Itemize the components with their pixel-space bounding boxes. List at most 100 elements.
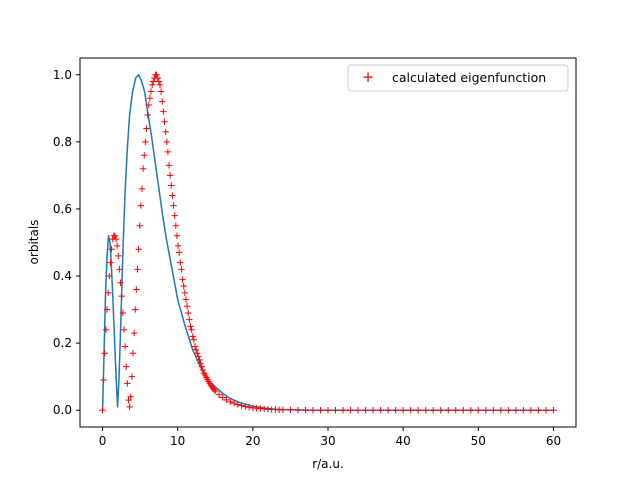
data-point-marker (107, 259, 114, 266)
data-point-marker (223, 396, 230, 404)
data-point-marker (497, 407, 505, 414)
y-tick-label: 0.6 (53, 202, 72, 216)
data-point-marker (197, 360, 204, 367)
data-point-marker (294, 407, 302, 414)
data-point-marker (164, 148, 172, 156)
axes: 0 10 20 30 40 50 60 0.0 0.2 0.4 0.6 0.8 1.0 (53, 57, 577, 448)
data-point-marker (490, 407, 497, 414)
data-point-marker (101, 350, 108, 357)
data-point-marker (148, 81, 156, 89)
data-point-marker (287, 406, 294, 414)
data-point-marker (215, 391, 223, 398)
data-point-marker (242, 403, 249, 410)
data-point-marker (227, 398, 234, 406)
data-point-marker (169, 192, 176, 199)
data-point-marker (187, 323, 194, 330)
data-point-marker (475, 407, 482, 414)
data-point-marker (153, 71, 160, 78)
data-point-marker (141, 152, 148, 159)
data-point-marker (134, 266, 141, 273)
legend-frame (347, 64, 569, 92)
data-point-marker (135, 246, 142, 253)
data-point-marker (452, 407, 459, 414)
data-point-marker (183, 303, 191, 310)
data-point-marker (99, 407, 106, 414)
data-point-marker (174, 242, 182, 250)
data-point-marker (505, 407, 512, 414)
data-point-marker (210, 386, 218, 393)
data-point-marker (104, 289, 112, 297)
data-point-marker (445, 407, 452, 414)
plot-area (99, 71, 557, 414)
data-point-marker (156, 81, 164, 89)
data-point-marker (422, 407, 429, 414)
data-point-marker (354, 407, 362, 414)
data-point-marker (160, 108, 167, 115)
data-point-marker (199, 366, 207, 374)
data-point-marker (124, 380, 131, 387)
data-point-marker (127, 393, 134, 401)
data-point-marker (182, 296, 190, 303)
data-point-marker (191, 343, 199, 350)
data-point-marker (120, 326, 128, 333)
data-point-marker (234, 401, 242, 408)
data-point-marker (100, 376, 107, 384)
data-point-marker (542, 407, 550, 414)
data-point-marker (399, 407, 407, 414)
data-point-marker (189, 333, 196, 340)
data-point-marker (145, 101, 152, 109)
data-point-marker (170, 202, 177, 209)
data-point-marker (181, 289, 189, 297)
data-point-marker (219, 394, 226, 401)
data-point-marker (144, 111, 151, 119)
data-point-marker (171, 212, 178, 219)
data-point-marker (347, 407, 354, 414)
data-point-marker (136, 222, 143, 229)
data-point-marker (125, 396, 132, 404)
y-tick-label: 0.0 (53, 403, 72, 417)
data-point-marker (195, 353, 202, 360)
data-point-marker (527, 407, 535, 414)
x-tick-label: 60 (546, 434, 561, 448)
data-point-marker (168, 182, 175, 189)
data-point-marker (482, 407, 490, 414)
data-point-marker (520, 407, 527, 414)
data-point-marker (116, 266, 123, 273)
data-point-marker (414, 407, 422, 414)
data-point-marker (128, 373, 136, 380)
data-point-marker (362, 407, 369, 414)
data-point-marker (117, 279, 124, 286)
data-point-marker (103, 306, 111, 313)
data-point-marker (512, 407, 520, 414)
x-tick-label: 30 (320, 434, 335, 448)
data-point-marker (190, 336, 198, 343)
data-point-marker (309, 407, 317, 414)
legend-label: calculated eigenfunction (392, 70, 546, 85)
data-point-marker (146, 95, 154, 102)
data-point-marker (535, 407, 542, 414)
data-point-marker (138, 185, 146, 193)
data-point-marker (119, 309, 127, 317)
data-point-marker (172, 222, 180, 229)
data-point-marker (194, 350, 201, 357)
data-point-marker (550, 407, 557, 414)
data-point-marker (106, 272, 113, 280)
x-tick-label: 10 (170, 434, 185, 448)
data-point-marker (212, 387, 219, 395)
data-point-marker (132, 306, 139, 313)
data-point-marker (112, 235, 120, 243)
data-point-marker (407, 407, 414, 414)
data-point-marker (369, 407, 377, 414)
data-point-marker (177, 259, 184, 266)
data-point-marker (147, 88, 155, 95)
y-tick-label: 0.2 (53, 336, 72, 350)
data-point-marker (377, 407, 384, 414)
data-point-marker (161, 118, 168, 125)
y-axis-label: orbitals (27, 220, 41, 265)
x-tick-label: 20 (245, 434, 260, 448)
data-point-marker (437, 407, 444, 414)
data-point-marker (121, 343, 129, 350)
x-tick-label: 50 (471, 434, 486, 448)
data-point-marker (173, 232, 181, 239)
